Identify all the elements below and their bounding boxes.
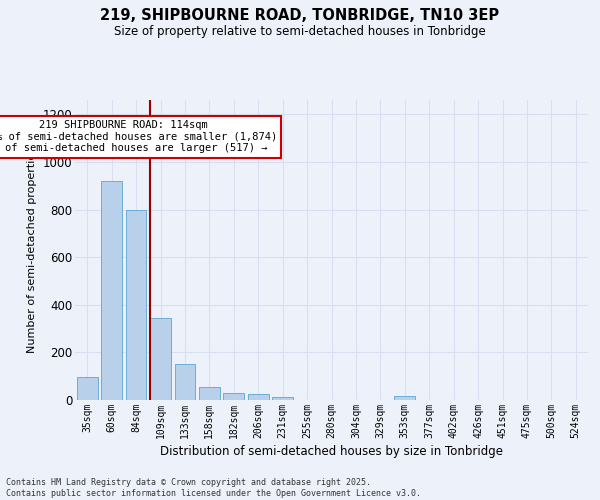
Y-axis label: Number of semi-detached properties: Number of semi-detached properties [27, 147, 37, 353]
Text: Contains HM Land Registry data © Crown copyright and database right 2025.
Contai: Contains HM Land Registry data © Crown c… [6, 478, 421, 498]
Text: 219 SHIPBOURNE ROAD: 114sqm
← 78% of semi-detached houses are smaller (1,874)
21: 219 SHIPBOURNE ROAD: 114sqm ← 78% of sem… [0, 120, 277, 154]
X-axis label: Distribution of semi-detached houses by size in Tonbridge: Distribution of semi-detached houses by … [160, 445, 503, 458]
Bar [199, 387, 220, 400]
Bar [125, 210, 146, 400]
Bar [394, 396, 415, 400]
Text: 219, SHIPBOURNE ROAD, TONBRIDGE, TN10 3EP: 219, SHIPBOURNE ROAD, TONBRIDGE, TN10 3E… [100, 8, 500, 22]
Bar [101, 181, 122, 400]
Bar [150, 318, 171, 400]
Bar [223, 394, 244, 400]
Bar [175, 364, 196, 400]
Bar [77, 378, 98, 400]
Bar [248, 394, 269, 400]
Text: Size of property relative to semi-detached houses in Tonbridge: Size of property relative to semi-detach… [114, 25, 486, 38]
Bar [272, 397, 293, 400]
